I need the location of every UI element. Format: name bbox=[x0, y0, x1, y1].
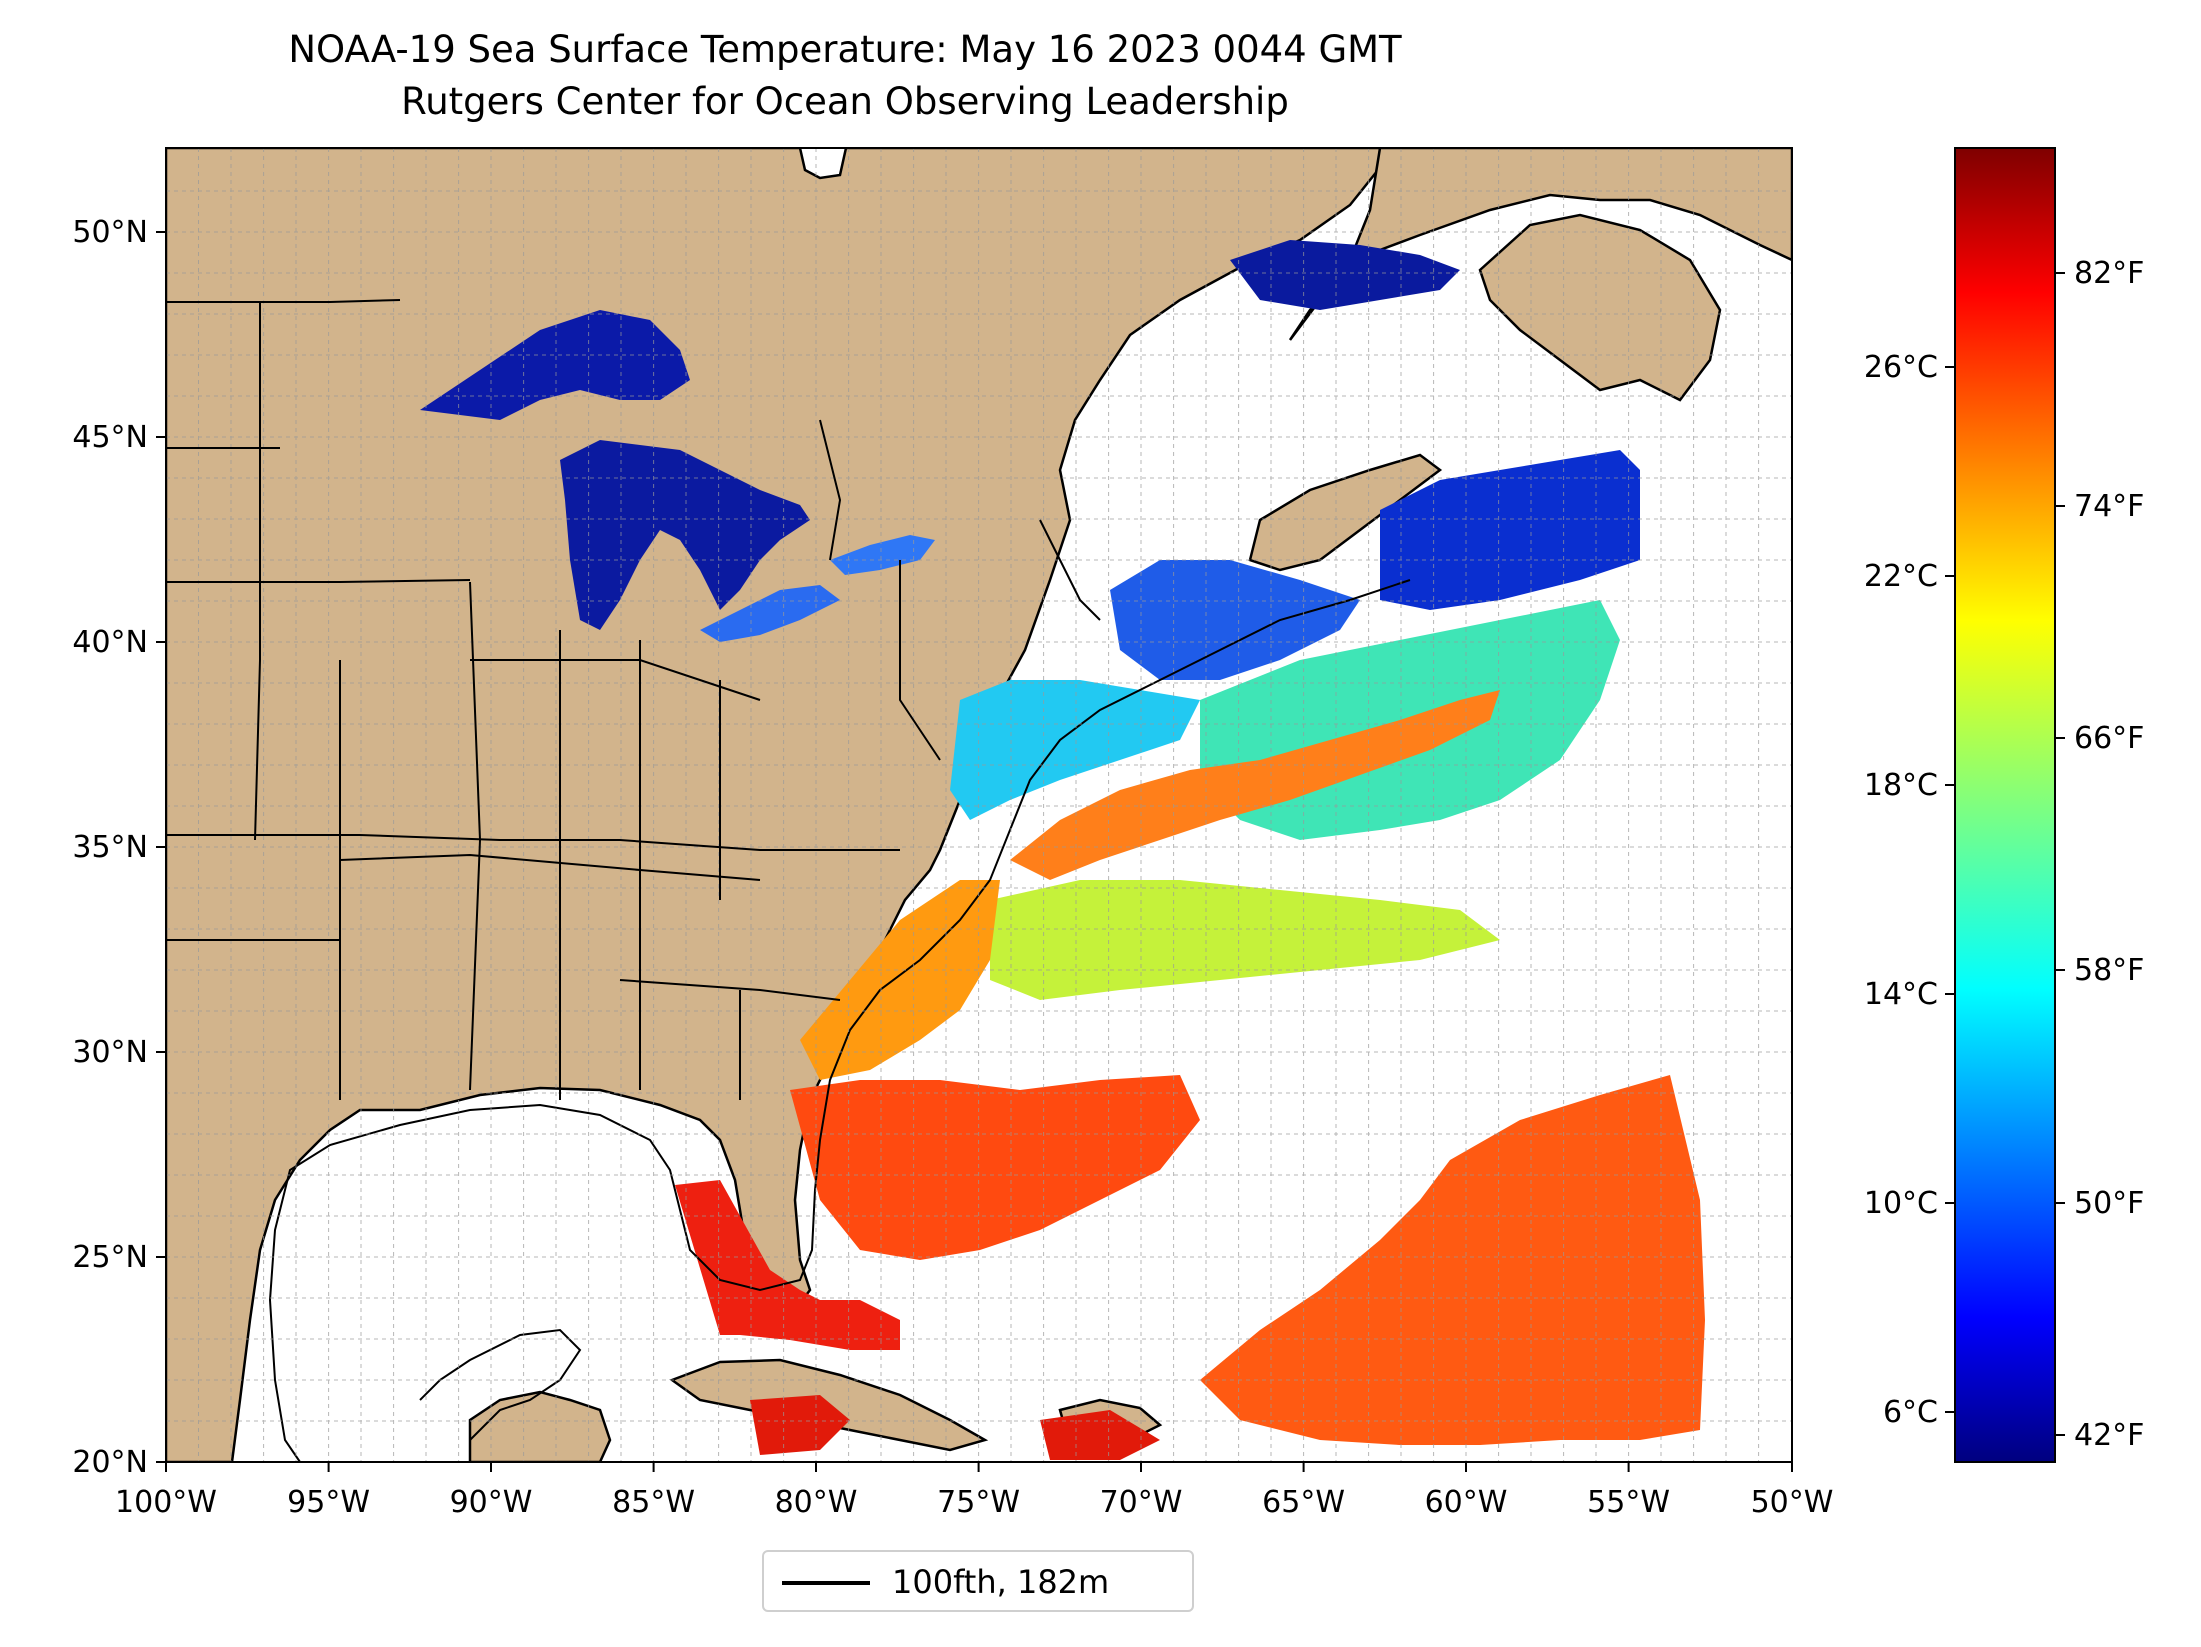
lon-tick-label: 80°W bbox=[775, 1485, 858, 1520]
colorbar-fahrenheit-label: 50°F bbox=[2074, 1186, 2144, 1221]
colorbar-fahrenheit-label: 58°F bbox=[2074, 953, 2144, 988]
state-borders bbox=[166, 299, 1101, 1100]
lon-tick-label: 90°W bbox=[450, 1485, 533, 1520]
lon-axis bbox=[165, 1462, 1793, 1472]
lat-tick-label: 35°N bbox=[72, 830, 148, 865]
legend-label: 100fth, 182m bbox=[892, 1563, 1110, 1601]
colorbar-fahrenheit-label: 66°F bbox=[2074, 721, 2144, 756]
land-yucatan bbox=[468, 1390, 612, 1462]
lat-tick-label: 30°N bbox=[72, 1035, 148, 1070]
isobath-gulf-inner bbox=[419, 1328, 582, 1441]
lat-tick-label: 45°N bbox=[72, 420, 148, 455]
colorbar-celsius-label: 22°C bbox=[1864, 559, 1938, 594]
lake-erie bbox=[700, 585, 840, 642]
lake-superior bbox=[420, 310, 690, 420]
sst-south-atlantic bbox=[790, 1075, 1200, 1260]
land-newfoundland bbox=[1478, 213, 1722, 402]
colorbar-celsius-label: 10°C bbox=[1864, 1186, 1938, 1221]
lon-tick-label: 75°W bbox=[937, 1485, 1020, 1520]
sst-mid-atlantic-bight bbox=[950, 680, 1200, 820]
sst-florida-straits bbox=[675, 1180, 900, 1350]
lon-tick-label: 60°W bbox=[1425, 1485, 1508, 1520]
gridlines bbox=[166, 148, 1792, 1462]
sst-sargasso-north bbox=[990, 880, 1500, 1000]
isobath-100fth bbox=[268, 579, 1411, 1462]
sst-gulf-of-st-lawrence bbox=[1230, 240, 1460, 310]
lat-tick-label: 25°N bbox=[72, 1240, 148, 1275]
chart-subtitle: Rutgers Center for Ocean Observing Leade… bbox=[401, 80, 1289, 123]
colorbar-celsius-label: 6°C bbox=[1883, 1395, 1938, 1430]
map-legend: 100fth, 182m bbox=[762, 1550, 1194, 1612]
colorbar-fahrenheit-label: 42°F bbox=[2074, 1418, 2144, 1453]
lake-michigan-huron bbox=[560, 440, 810, 630]
lon-tick-label: 50°W bbox=[1751, 1485, 1834, 1520]
lat-tick-label: 50°N bbox=[72, 215, 148, 250]
chart-title: NOAA-19 Sea Surface Temperature: May 16 … bbox=[288, 28, 1402, 71]
lake-ontario bbox=[830, 535, 935, 575]
lon-tick-label: 55°W bbox=[1587, 1485, 1670, 1520]
sst-gulf-of-maine bbox=[1110, 560, 1360, 680]
colorbar-fahrenheit-label: 74°F bbox=[2074, 489, 2144, 524]
lat-tick-label: 40°N bbox=[72, 625, 148, 660]
lon-tick-label: 65°W bbox=[1262, 1485, 1345, 1520]
lat-axis bbox=[156, 231, 166, 1463]
colorbar: 6°C 10°C 14°C 18°C 22°C 26°C 42°F 50°F 5… bbox=[1864, 147, 2144, 1463]
map-area bbox=[166, 148, 1792, 1462]
sst-gulf-stream-north bbox=[1010, 690, 1500, 880]
lon-tick-label: 70°W bbox=[1100, 1485, 1183, 1520]
sst-antilles-patches bbox=[1040, 1410, 1160, 1460]
lon-tick-label: 85°W bbox=[612, 1485, 695, 1520]
sst-scotian-shelf bbox=[1380, 450, 1640, 610]
colorbar-fahrenheit-label: 82°F bbox=[2074, 256, 2144, 291]
sst-caribbean-patches bbox=[750, 1395, 850, 1455]
lon-tick-label: 100°W bbox=[115, 1485, 217, 1520]
lat-tick-label: 20°N bbox=[72, 1445, 148, 1480]
colorbar-celsius-label: 26°C bbox=[1864, 350, 1938, 385]
colorbar-celsius-label: 18°C bbox=[1864, 768, 1938, 803]
legend-line-swatch bbox=[782, 1581, 870, 1585]
lon-tick-label: 95°W bbox=[287, 1485, 370, 1520]
colorbar-celsius-label: 14°C bbox=[1864, 977, 1938, 1012]
sst-east-swath bbox=[1200, 1075, 1705, 1445]
colorbar-gradient bbox=[1954, 147, 2056, 1463]
